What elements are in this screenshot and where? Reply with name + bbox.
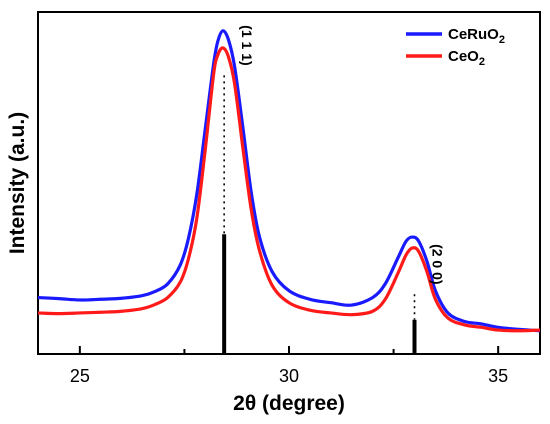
y-axis-label: Intensity (a.u.) [6, 112, 29, 254]
x-ticks: 25 30 35 [70, 346, 508, 386]
series-line-ceo2 [37, 46, 541, 333]
x-tick-label: 30 [279, 366, 299, 386]
series-line-ceruo2 [37, 29, 541, 333]
annotations-group: (1 1 1) (2 0 0) [223, 25, 446, 320]
x-tick-label: 25 [70, 366, 90, 386]
series-group [37, 29, 541, 333]
peak-label: (2 0 0) [430, 244, 446, 284]
legend-label: CeO2 [448, 48, 485, 68]
x-axis-label: 2θ (degree) [233, 392, 345, 415]
legend-label: CeRuO2 [448, 26, 505, 46]
reference-sticks [222, 234, 417, 354]
x-tick-label: 35 [488, 366, 508, 386]
peak-label: (1 1 1) [239, 25, 255, 65]
